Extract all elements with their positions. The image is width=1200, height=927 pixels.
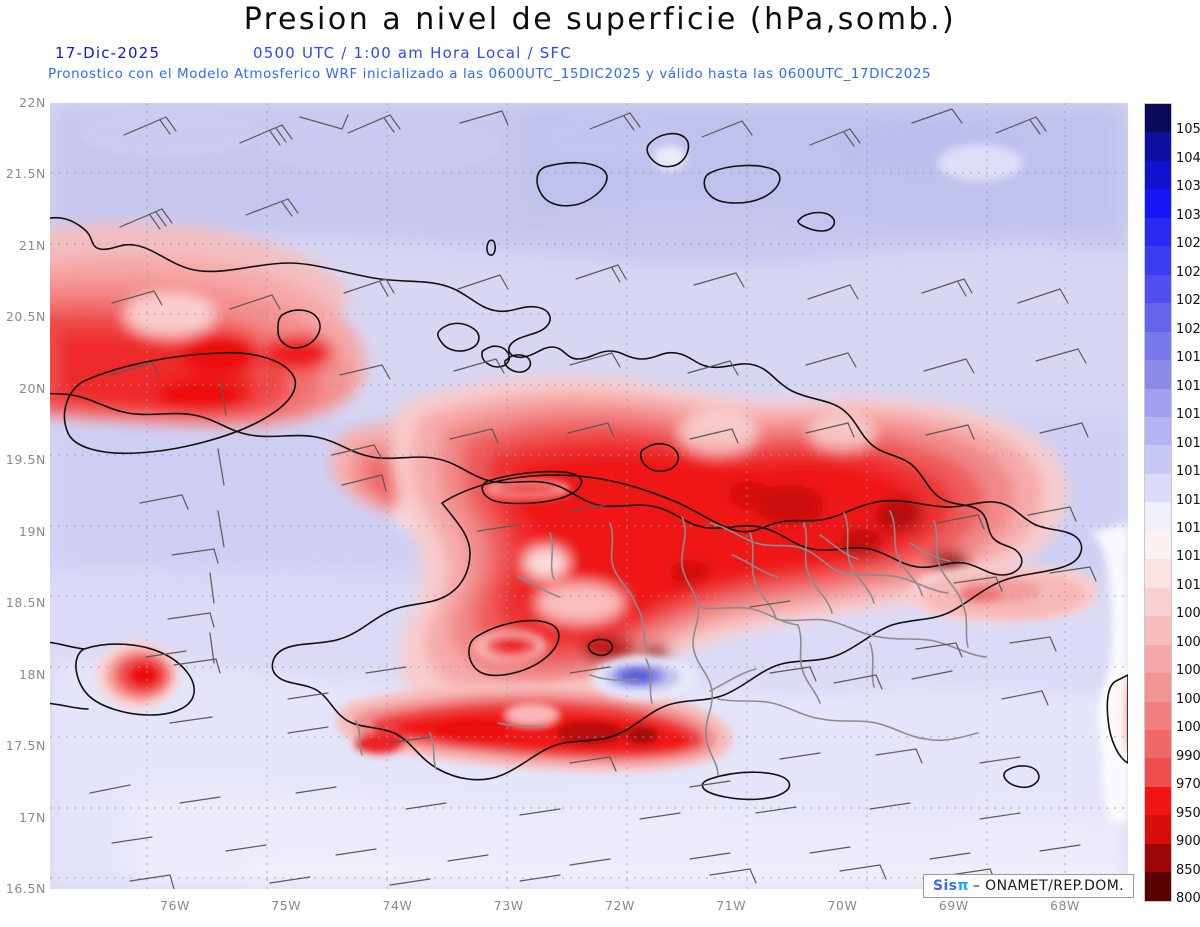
colorbar-tick-label: 1040	[1176, 150, 1200, 166]
colorbar-tick-label: 1017	[1176, 407, 1200, 423]
colorbar-band	[1145, 160, 1171, 190]
colorbar-tick-label: 1002	[1176, 691, 1200, 707]
colorbar-band	[1145, 729, 1171, 759]
colorbar-band	[1145, 587, 1171, 617]
x-axis-tick-label: 74W	[382, 898, 413, 913]
colorbar-band	[1145, 274, 1171, 304]
y-axis-tick-label: 17N	[18, 809, 46, 825]
attribution-logo: Sis π – ONAMET/REP.DOM.	[923, 874, 1135, 898]
colorbar-band	[1145, 815, 1171, 844]
colorbar-tick-label: 1016	[1176, 435, 1200, 451]
colorbar-tick-label: 1000	[1176, 720, 1200, 736]
colorbar-tick-label: 950	[1176, 805, 1200, 821]
colorbar-tick-label: 970	[1176, 777, 1200, 793]
logo-sis-text: Sis	[933, 878, 958, 894]
colorbar-tick-label: 1015	[1176, 464, 1200, 480]
colorbar-tick-label: 1035	[1176, 179, 1200, 195]
colorbar-band	[1145, 673, 1171, 702]
y-axis-tick-label: 19.5N	[5, 452, 46, 468]
colorbar-band	[1145, 786, 1171, 816]
header: Presion a nivel de superficie (hPa,somb.…	[0, 0, 1200, 96]
colorbar-tick-label: 1030	[1176, 207, 1200, 223]
colorbar-band	[1145, 360, 1171, 389]
x-axis-tick-label: 71W	[716, 898, 747, 913]
y-axis-tick-label: 18.5N	[5, 595, 46, 611]
colorbar-tick-label: 800	[1176, 891, 1200, 906]
y-axis-tick-label: 16.5N	[5, 881, 46, 896]
logo-organization: – ONAMET/REP.DOM.	[972, 878, 1125, 894]
x-axis-tick-label: 73W	[493, 898, 524, 913]
x-axis-tick-label: 75W	[271, 898, 302, 913]
colorbar-band	[1145, 502, 1171, 531]
colorbar-band	[1145, 559, 1171, 588]
colorbar-band	[1145, 331, 1171, 361]
y-axis-tick-label: 21.5N	[5, 166, 46, 182]
y-axis-tick-label: 18N	[18, 666, 46, 682]
colorbar-tick-label: 1022	[1176, 293, 1200, 309]
colorbar-band	[1145, 843, 1171, 873]
y-axis-tick-label: 22N	[18, 95, 46, 110]
x-axis-tick-label: 69W	[938, 898, 969, 913]
colorbar[interactable]	[1144, 103, 1172, 902]
colorbar-tick-label: 1019	[1176, 350, 1200, 366]
y-axis-tick-label: 19N	[18, 523, 46, 539]
colorbar-band	[1145, 530, 1171, 560]
colorbar-tick-label: 1012	[1176, 549, 1200, 565]
y-axis-tick-label: 20.5N	[5, 309, 46, 325]
forecast-cycle: 0500 UTC / 1:00 am Hora Local / SFC	[253, 44, 572, 62]
x-axis-tick-label: 70W	[827, 898, 858, 913]
colorbar-band	[1145, 104, 1171, 133]
colorbar-band	[1145, 872, 1171, 901]
colorbar-tick-label: 1025	[1176, 264, 1200, 280]
colorbar-band	[1145, 616, 1171, 645]
coastlines	[50, 132, 1128, 801]
model-description: Pronostico con el Modelo Atmosferico WRF…	[48, 66, 932, 82]
pressure-shading-field	[50, 103, 1128, 889]
logo-pi-symbol: π	[957, 878, 969, 894]
colorbar-tick-label: 1006	[1176, 634, 1200, 650]
province-borders	[355, 510, 987, 776]
x-axis-tick-label: 76W	[159, 898, 191, 913]
y-axis-tick-label: 21N	[18, 237, 46, 253]
colorbar-band	[1145, 189, 1171, 218]
x-axis-tick-label: 68W	[1049, 898, 1081, 913]
y-axis-tick-label: 20N	[18, 380, 46, 396]
colorbar-tick-label: 1010	[1176, 577, 1200, 593]
colorbar-tick-label: 900	[1176, 834, 1200, 850]
colorbar-tick-label: 1014	[1176, 492, 1200, 508]
colorbar-tick-label: 1020	[1176, 321, 1200, 337]
colorbar-tick-label: 1050	[1176, 122, 1200, 138]
colorbar-band	[1145, 416, 1171, 446]
colorbar-tick-label: 990	[1176, 748, 1200, 764]
colorbar-band	[1145, 644, 1171, 674]
colorbar-band	[1145, 217, 1171, 247]
colorbar-band	[1145, 132, 1171, 161]
colorbar-band	[1145, 303, 1171, 332]
colorbar-band	[1145, 758, 1171, 787]
colorbar-band	[1145, 388, 1171, 417]
wind-barbs	[89, 108, 1099, 889]
colorbar-tick-label: 1018	[1176, 378, 1200, 394]
subtitle-line: 17-Dic-2025 0500 UTC / 1:00 am Hora Loca…	[55, 44, 1155, 64]
colorbar-labels: 1050 1040 1035 1030 1028 1025 1022 1020 1019 1018…	[1176, 103, 1200, 906]
forecast-date: 17-Dic-2025	[55, 44, 161, 62]
page-title: Presion a nivel de superficie (hPa,somb.…	[243, 2, 957, 37]
map-plot-area[interactable]	[50, 103, 1128, 889]
y-axis-tick-label: 17.5N	[5, 738, 46, 754]
colorbar-tick-label: 1008	[1176, 606, 1200, 622]
colorbar-tick-label: 1013	[1176, 520, 1200, 536]
colorbar-band	[1145, 473, 1171, 503]
colorbar-tick-label: 1004	[1176, 663, 1200, 679]
colorbar-tick-label: 1028	[1176, 236, 1200, 252]
colorbar-tick-label: 850	[1176, 862, 1200, 878]
colorbar-band	[1145, 246, 1171, 275]
colorbar-band	[1145, 701, 1171, 730]
lat-lon-grid	[50, 103, 1128, 889]
x-axis-tick-label: 72W	[604, 898, 636, 913]
colorbar-band	[1145, 445, 1171, 474]
